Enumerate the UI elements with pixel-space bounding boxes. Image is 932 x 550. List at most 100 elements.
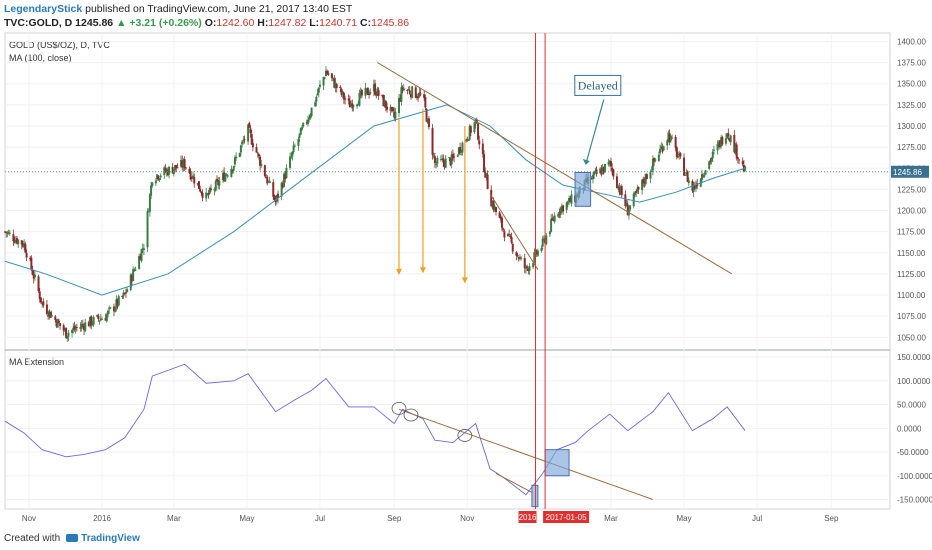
candle-body [659, 148, 662, 154]
candle-body [98, 320, 101, 322]
candle-body [709, 160, 712, 162]
candle-body [502, 228, 505, 230]
candle-body [456, 155, 459, 157]
candle-body [50, 314, 53, 317]
candle-body [273, 195, 276, 200]
candle-body [335, 83, 338, 88]
candle-body [175, 164, 178, 168]
candle-body [720, 137, 723, 147]
candle-body [235, 156, 238, 159]
indicator-highlight-box [531, 484, 539, 508]
candle-body [293, 145, 296, 147]
candle-body [609, 161, 612, 167]
indicator-axis-tick-label: -150.0000 [897, 496, 932, 505]
indicator-axis-tick-label: -50.0000 [897, 448, 929, 457]
candle-body [453, 156, 456, 158]
candle-body [590, 178, 593, 180]
candle-body [694, 184, 697, 189]
candle-body [397, 97, 400, 114]
candle-body [414, 87, 417, 98]
candle-body [401, 87, 404, 90]
candle-body [158, 178, 161, 180]
candle-body [399, 98, 402, 101]
author-link[interactable]: LegendaryStick [4, 3, 83, 15]
candle-body [426, 118, 429, 123]
candle-body [687, 180, 690, 184]
candle-body [225, 174, 228, 176]
candle-body [384, 100, 387, 108]
candle-body [156, 174, 159, 180]
candle-body [351, 103, 354, 109]
price-axis-tick-label: 1075.00 [897, 312, 926, 321]
candle-body [508, 234, 511, 236]
indicator-axis-tick-label: 50.0000 [897, 401, 926, 410]
time-axis-tick-label: Jul [752, 514, 762, 523]
tradingview-brand[interactable]: TradingView [81, 533, 140, 544]
price-axis-tick-label: 1125.00 [897, 270, 926, 279]
candle-body [347, 98, 350, 101]
time-axis-tick-label: Nov [460, 514, 474, 523]
indicator-axis-tick-label: 0.0000 [897, 424, 922, 433]
symbol-label: TVC:GOLD, D [4, 17, 73, 29]
candle-body [218, 180, 221, 186]
candle-body [359, 91, 362, 94]
touch-circle [457, 429, 473, 442]
candle-body [708, 161, 711, 169]
candle-body [552, 219, 555, 221]
candle-body [249, 128, 252, 134]
candle-body [192, 175, 195, 179]
candle-body [14, 239, 17, 243]
candle-body [700, 174, 703, 180]
candle-body [369, 92, 372, 94]
price-change: ▲ +3.21 (+0.26%) [116, 17, 202, 29]
candle-body [444, 158, 447, 168]
candle-body [431, 128, 434, 155]
candle-body [181, 160, 184, 168]
candle-body [409, 94, 412, 98]
candle-body [108, 307, 111, 310]
time-axis-tick-label: May [239, 514, 254, 523]
date-marker-tag-right [543, 511, 590, 523]
delayed-callout-arrow [585, 99, 605, 165]
candle-body [653, 158, 656, 162]
candle-body [617, 185, 620, 188]
candle-body [20, 240, 23, 245]
candle-body [381, 94, 384, 96]
chart-area[interactable]: GOLD (US$/OZ), D, TVC MA (100, close) MA… [0, 30, 932, 530]
indicator-trendline [398, 408, 654, 500]
candle-body [411, 86, 414, 98]
candle-body [417, 96, 420, 98]
candle-body [79, 327, 82, 329]
candle-body [442, 158, 445, 163]
candle-body [213, 188, 216, 191]
candle-body [733, 134, 736, 153]
candle-body [415, 96, 418, 98]
price-axis-tick-label: 1225.00 [897, 185, 926, 194]
last-price-tag-label: 1245.86 [893, 168, 922, 177]
candle-body [365, 88, 368, 90]
price-axis-tick-label: 1350.00 [897, 80, 926, 89]
candle-body [284, 174, 287, 179]
candle-body [148, 194, 151, 212]
candle-body [105, 314, 108, 322]
candle-body [97, 315, 100, 320]
candle-body [625, 202, 628, 207]
candle-body [516, 254, 519, 256]
candle-body [485, 173, 488, 177]
candle-body [96, 314, 99, 317]
candle-body [542, 238, 545, 240]
candle-body [451, 154, 454, 158]
candle-body [141, 248, 144, 250]
candle-body [536, 250, 539, 256]
candle-body [66, 336, 69, 339]
candle-body [17, 239, 20, 245]
candle-body [366, 87, 369, 95]
candle-body [251, 143, 254, 148]
candle-body [196, 182, 199, 186]
candle-body [238, 152, 241, 157]
candle-body [498, 212, 501, 218]
indicator-highlight-box [544, 449, 570, 477]
candle-body [129, 274, 132, 290]
candle-body [550, 219, 553, 232]
candle-body [57, 320, 60, 323]
